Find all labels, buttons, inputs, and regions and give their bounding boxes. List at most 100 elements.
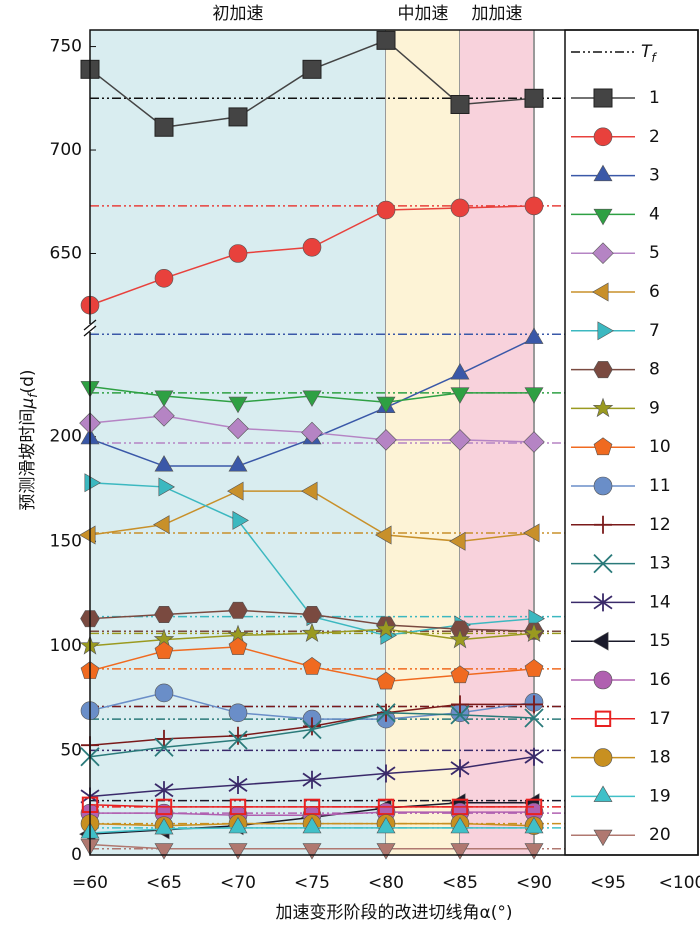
marker xyxy=(232,510,249,530)
marker xyxy=(303,798,321,816)
marker xyxy=(376,703,396,723)
legend-label: 3 xyxy=(649,166,660,186)
y-axis-label: 预测滑坡时间μf(d) xyxy=(18,369,40,510)
marker xyxy=(376,764,396,783)
marker xyxy=(450,95,470,114)
marker xyxy=(228,843,248,860)
legend-marker xyxy=(594,710,612,727)
marker xyxy=(79,525,96,545)
marker xyxy=(525,798,543,816)
stage-label: 初加速 xyxy=(213,4,264,24)
marker xyxy=(155,729,173,748)
legend-tf-main: T xyxy=(641,42,653,62)
marker xyxy=(524,708,544,728)
marker xyxy=(377,798,395,816)
legend-label: 8 xyxy=(649,360,660,380)
legend-marker xyxy=(593,553,613,574)
x-tick-label: =60 xyxy=(72,873,108,893)
marker xyxy=(154,455,174,472)
marker xyxy=(228,107,248,127)
legend-marker xyxy=(593,88,613,108)
marker xyxy=(228,730,248,750)
legend-marker xyxy=(593,127,613,147)
marker xyxy=(227,481,244,501)
marker xyxy=(301,421,323,444)
marker xyxy=(449,429,471,451)
marker xyxy=(376,396,396,414)
legend-label: 15 xyxy=(649,631,671,651)
marker xyxy=(228,396,248,414)
legend-box xyxy=(564,29,699,856)
marker xyxy=(154,737,174,757)
marker xyxy=(524,747,544,766)
legend-label: 10 xyxy=(649,437,671,457)
marker xyxy=(153,405,175,427)
y-label-sub: f xyxy=(26,392,40,398)
legend-tf-sub: f xyxy=(651,51,657,65)
stage-label: 中加速 xyxy=(398,4,449,24)
marker xyxy=(449,628,471,649)
marker xyxy=(228,637,248,655)
axis-break-gap xyxy=(86,324,94,332)
y-label-mu: μ xyxy=(18,398,38,410)
marker xyxy=(303,717,321,736)
legend-label: 6 xyxy=(649,282,660,302)
y-tick-label: 50 xyxy=(60,740,82,760)
legend-marker xyxy=(593,785,613,802)
legend-marker xyxy=(592,242,614,264)
legend-label: 4 xyxy=(649,204,660,224)
marker xyxy=(154,269,174,288)
legend-marker xyxy=(593,593,613,612)
legend-label: 16 xyxy=(649,670,671,690)
y-tick-label: 150 xyxy=(50,531,82,551)
marker xyxy=(376,30,396,50)
x-tick-label: <75 xyxy=(294,873,330,893)
x-tick-label: <80 xyxy=(368,873,404,893)
y-tick-label: 700 xyxy=(50,140,82,160)
legend-label: 17 xyxy=(649,709,671,729)
legend-tf-label: Tf xyxy=(641,42,657,65)
y-tick-label: 750 xyxy=(50,37,82,57)
marker xyxy=(158,477,175,497)
legend-marker xyxy=(593,164,613,182)
y-tick-label: 200 xyxy=(50,427,82,447)
legend-label: 9 xyxy=(649,398,660,418)
legend-marker xyxy=(592,282,609,302)
legend-marker xyxy=(593,670,613,690)
legend-label: 1 xyxy=(649,88,660,108)
legend-label: 11 xyxy=(649,476,671,496)
marker xyxy=(154,606,174,623)
marker xyxy=(375,429,397,451)
marker xyxy=(227,417,249,440)
marker xyxy=(450,387,470,404)
marker xyxy=(524,659,544,677)
legend-marker xyxy=(592,397,614,418)
y-tick-label: 100 xyxy=(50,636,82,656)
x-tick-label: <65 xyxy=(146,873,182,893)
marker xyxy=(524,196,544,216)
legend-label: 12 xyxy=(649,515,671,535)
x-tick-label: <70 xyxy=(220,873,256,893)
marker xyxy=(525,695,543,714)
marker xyxy=(302,390,322,407)
marker xyxy=(228,455,248,472)
marker xyxy=(451,695,469,714)
marker xyxy=(228,816,248,834)
marker xyxy=(450,665,470,684)
marker xyxy=(376,816,396,834)
legend-label: 13 xyxy=(649,554,671,574)
marker xyxy=(228,703,248,723)
marker xyxy=(302,237,322,257)
series-line xyxy=(89,804,534,808)
legend-marker xyxy=(593,437,613,456)
legend-marker xyxy=(594,515,612,534)
legend-label: 7 xyxy=(649,321,660,341)
marker xyxy=(450,843,470,860)
marker xyxy=(524,327,544,344)
legend-marker xyxy=(593,361,613,379)
x-tick-label: <85 xyxy=(442,873,478,893)
legend-label: 2 xyxy=(649,127,660,147)
x-tick-label: <100 xyxy=(659,873,700,893)
marker xyxy=(154,117,174,137)
